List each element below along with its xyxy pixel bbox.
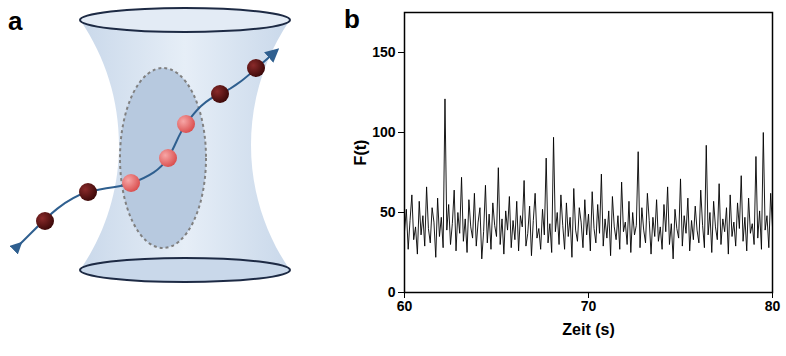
- svg-text:0: 0: [388, 284, 396, 300]
- svg-text:a: a: [8, 6, 23, 36]
- svg-text:Zeit (s): Zeit (s): [562, 321, 614, 338]
- svg-text:80: 80: [765, 298, 781, 314]
- svg-text:50: 50: [380, 204, 396, 220]
- svg-text:70: 70: [581, 298, 597, 314]
- svg-text:100: 100: [372, 124, 396, 140]
- html-text:b: b: [344, 4, 360, 34]
- svg-text:F(t): F(t): [352, 140, 369, 166]
- svg-text:150: 150: [372, 44, 396, 60]
- svg-text:60: 60: [397, 298, 413, 314]
